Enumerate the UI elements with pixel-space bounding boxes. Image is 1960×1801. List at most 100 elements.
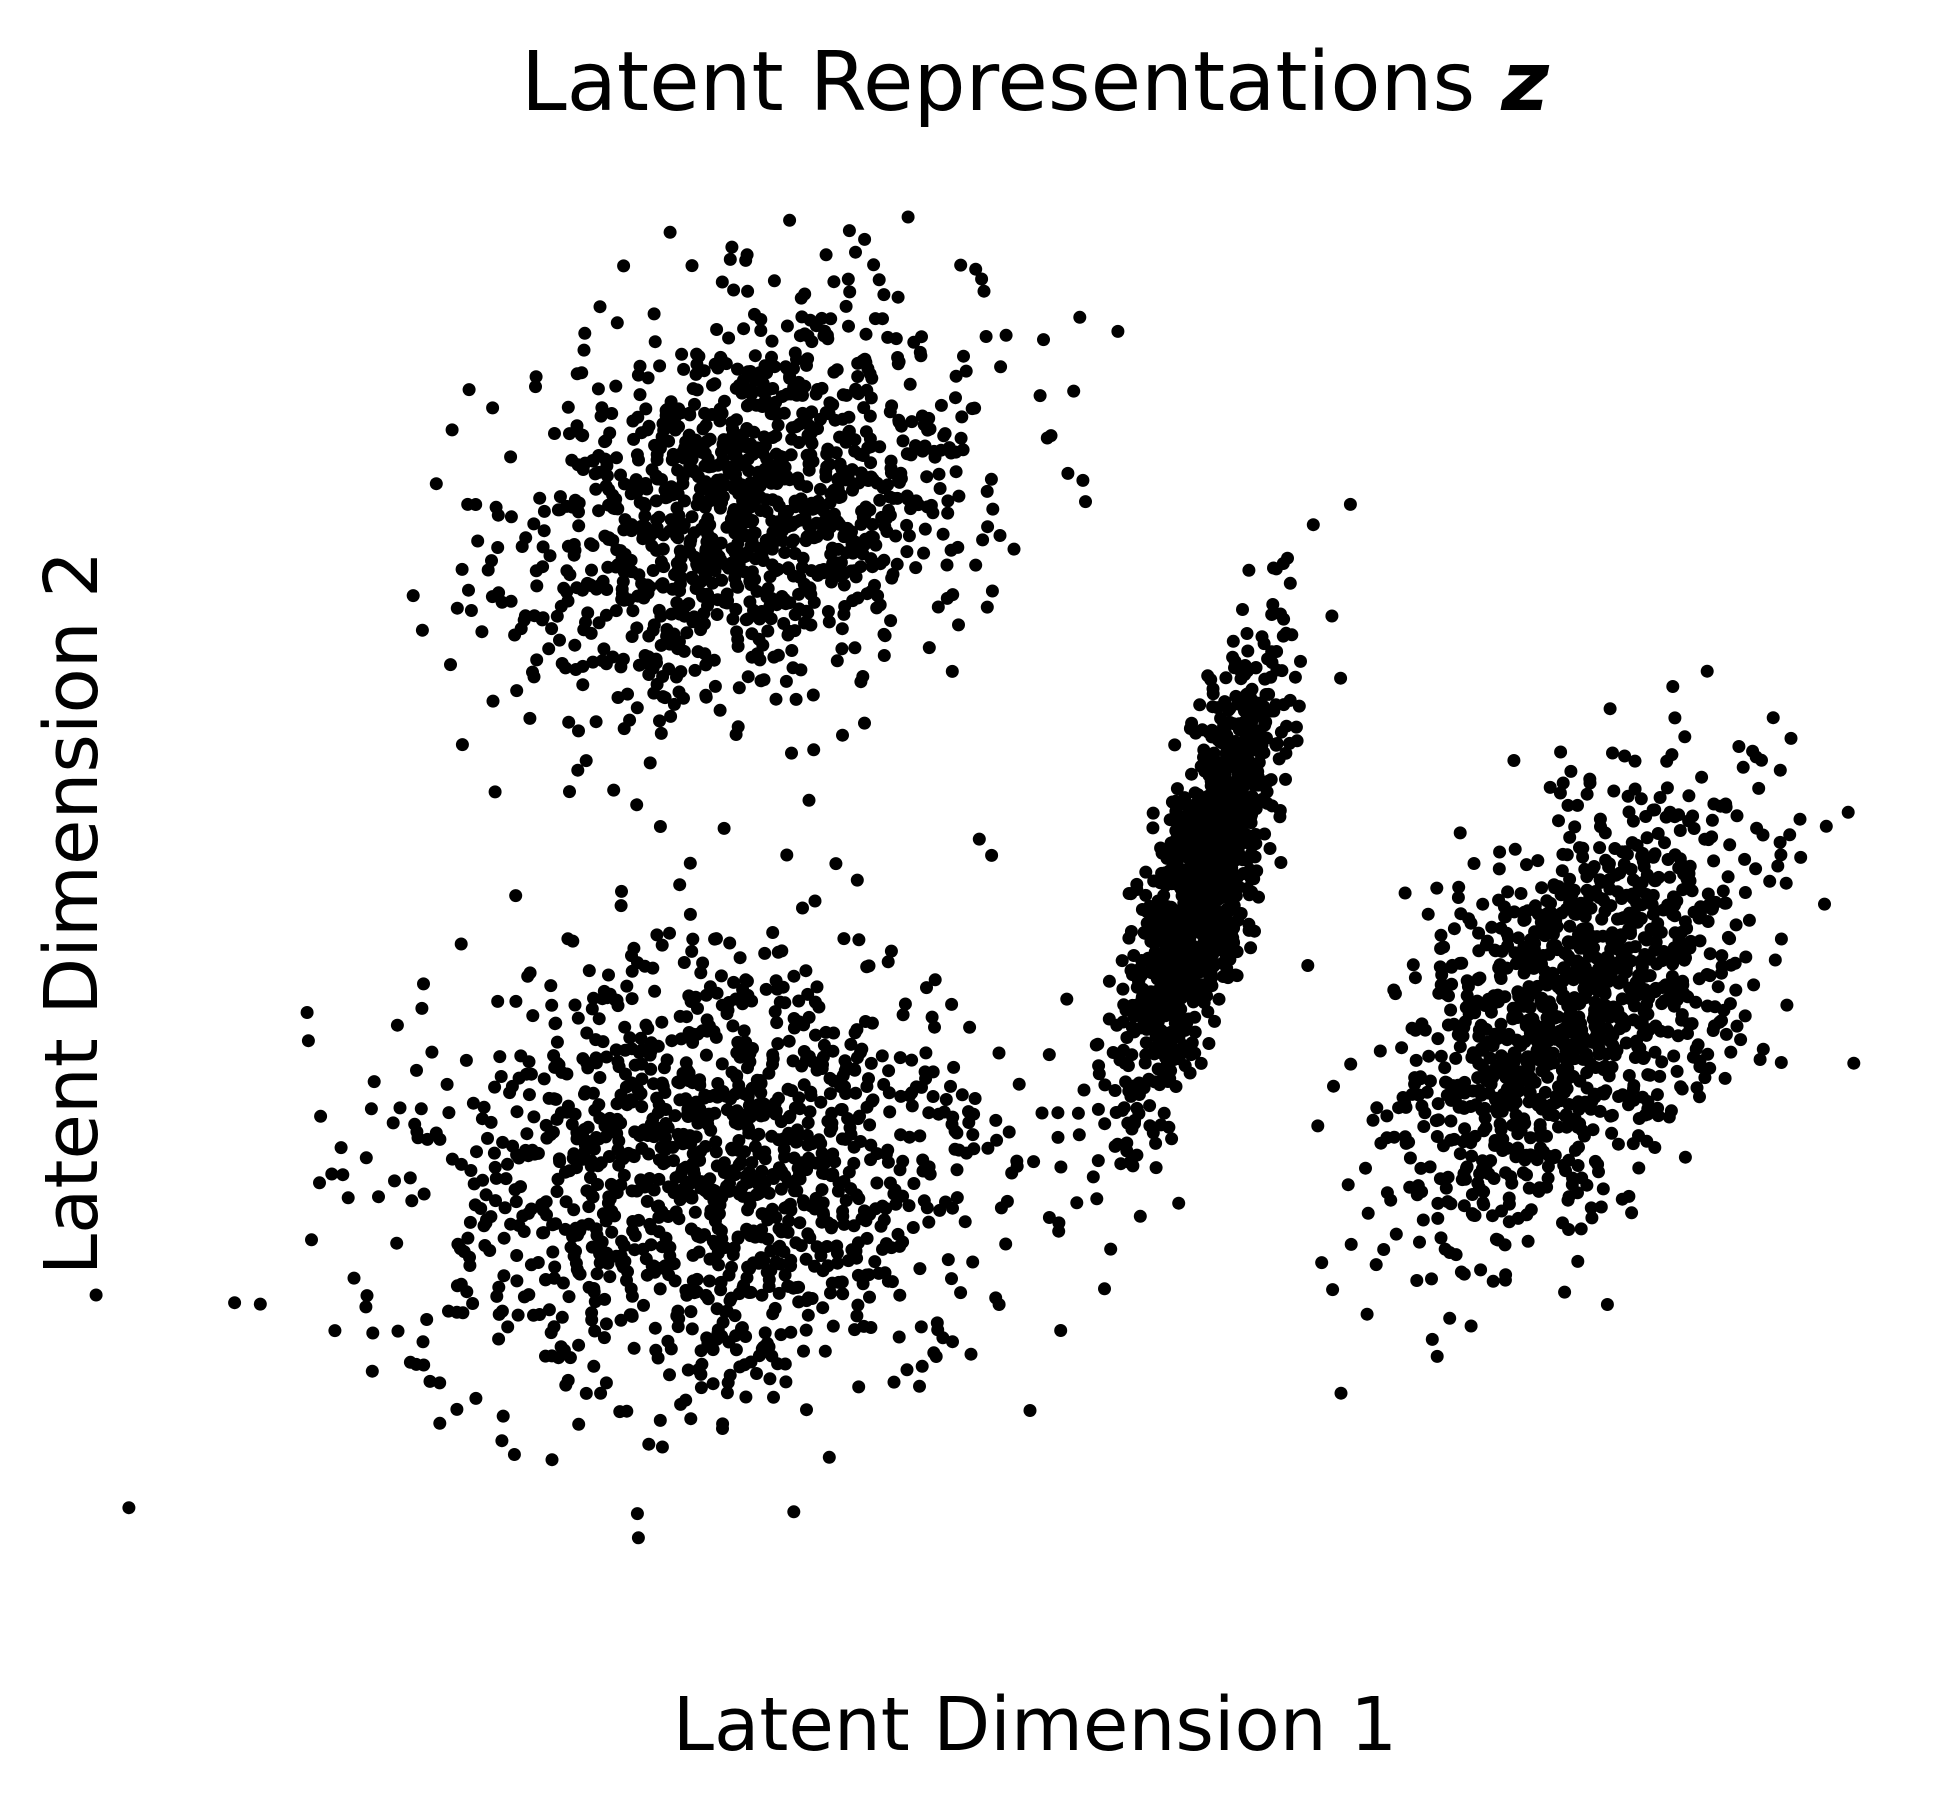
scatter-point-bottom-left: [608, 1116, 622, 1130]
scatter-point-top-left: [811, 422, 824, 436]
scatter-point-right: [1624, 927, 1637, 941]
scatter-point-right: [1580, 787, 1594, 801]
scatter-point-center-elongated: [1201, 948, 1215, 962]
scatter-point-bottom-left: [687, 1106, 701, 1120]
scatter-point-top-left: [770, 595, 784, 608]
scatter-point-center-elongated: [1281, 551, 1294, 565]
scatter-point-top-left: [686, 572, 700, 586]
scatter-point-top-left: [918, 522, 932, 536]
scatter-point-bottom-left: [802, 1157, 816, 1170]
scatter-point-top-left: [748, 307, 761, 321]
scatter-point-right: [1341, 1178, 1355, 1192]
scatter-point-bottom-left: [852, 933, 866, 947]
scatter-point-bottom-left: [496, 1135, 510, 1149]
scatter-point-right: [1651, 827, 1665, 840]
scatter-point-right: [1627, 1079, 1641, 1092]
scatter-point-center-elongated: [1143, 899, 1157, 913]
scatter-point-right: [1498, 910, 1512, 924]
scatter-point-bottom-left: [992, 1046, 1006, 1060]
scatter-point-top-left: [770, 495, 784, 509]
scatter-point-bottom-left: [915, 1359, 929, 1373]
scatter-point-right: [1558, 1285, 1572, 1299]
scatter-point-right: [1556, 776, 1570, 790]
scatter-point-right: [1653, 1069, 1667, 1083]
scatter-point-top-left: [1111, 324, 1125, 338]
scatter-point-top-left: [881, 478, 895, 492]
scatter-point-top-left: [854, 466, 868, 480]
scatter-point-right: [1707, 854, 1721, 868]
scatter-point-right: [1841, 805, 1855, 819]
scatter-point-bottom-left: [792, 1280, 806, 1294]
scatter-point-bottom-left: [600, 991, 614, 1005]
scatter-point-top-left: [710, 608, 724, 621]
scatter-point-top-left: [842, 224, 856, 238]
scatter-point-bottom-left: [717, 1166, 731, 1179]
scatter-point-top-left: [741, 284, 755, 298]
scatter-point-right: [1571, 1186, 1584, 1200]
scatter-point-top-left: [817, 563, 831, 576]
scatter-point-bottom-left: [450, 1305, 464, 1319]
scatter-point-top-left: [924, 498, 938, 512]
scatter-point-top-left: [969, 262, 983, 276]
scatter-point-right: [1693, 1060, 1707, 1074]
scatter-point-top-left: [663, 637, 677, 651]
scatter-point-top-left: [860, 383, 874, 397]
scatter-point-top-left: [842, 410, 856, 424]
scatter-point-right: [1756, 1042, 1770, 1056]
scatter-point-top-left: [475, 625, 489, 639]
scatter-point-right: [1494, 1017, 1508, 1031]
scatter-point-bottom-left: [766, 1307, 780, 1321]
scatter-point-top-left: [868, 312, 882, 326]
scatter-point-bottom-left: [479, 1188, 493, 1202]
scatter-point-bottom-left: [602, 1150, 616, 1163]
scatter-point-center-elongated: [1263, 842, 1277, 855]
scatter-point-bottom-left: [784, 1253, 798, 1267]
scatter-point-right: [1403, 1180, 1417, 1194]
scatter-point-top-left: [654, 726, 668, 740]
scatter-point-top-left: [562, 715, 576, 729]
scatter-point-bottom-left: [663, 926, 676, 940]
scatter-point-top-left: [900, 518, 914, 532]
scatter-point-bottom-left: [837, 932, 851, 946]
scatter-point-bottom-left: [726, 1143, 739, 1157]
scatter-point-center-elongated: [1151, 1062, 1165, 1076]
scatter-point-bottom-left: [470, 1145, 483, 1159]
scatter-point-center-elongated: [1220, 782, 1234, 796]
scatter-point-center-elongated: [1115, 954, 1129, 968]
scatter-point-bottom-left: [644, 1117, 658, 1131]
scatter-point-top-left: [745, 534, 759, 548]
scatter-point-bottom-left: [527, 1110, 541, 1124]
scatter-point-right: [1640, 831, 1654, 845]
scatter-point-top-left: [917, 546, 931, 560]
scatter-point-right: [1462, 912, 1476, 926]
scatter-point-bottom-left: [684, 1305, 698, 1319]
scatter-point-bottom-left: [476, 1173, 490, 1187]
scatter-point-right: [1608, 842, 1622, 855]
scatter-point-top-left: [717, 821, 731, 835]
scatter-point-top-left: [727, 283, 741, 297]
scatter-point-bottom-left: [717, 1156, 731, 1170]
scatter-point-right: [1738, 1009, 1752, 1023]
scatter-point-bottom-left: [602, 968, 615, 982]
scatter-point-top-left: [680, 626, 694, 640]
scatter-point-right: [1564, 764, 1578, 778]
scatter-point-bottom-left: [594, 1238, 608, 1251]
scatter-point-top-left: [713, 703, 727, 717]
scatter-point-top-left: [777, 507, 791, 521]
scatter-point-right: [1449, 1051, 1463, 1065]
scatter-point-top-left: [785, 432, 799, 446]
scatter-point-bottom-left: [679, 1393, 693, 1407]
scatter-point-top-left: [415, 623, 429, 637]
scatter-point-bottom-left: [1090, 1192, 1104, 1206]
scatter-point-bottom-left: [618, 1020, 632, 1034]
scatter-point-bottom-left: [501, 1157, 514, 1171]
scatter-point-right: [1571, 1254, 1585, 1268]
scatter-point-center-elongated: [1194, 1056, 1208, 1070]
scatter-point-right: [1632, 1129, 1645, 1143]
scatter-point-right: [1698, 832, 1712, 846]
scatter-point-right: [1773, 763, 1787, 777]
scatter-point-bottom-left: [122, 1501, 136, 1515]
scatter-point-right: [1466, 1046, 1480, 1060]
scatter-point-top-left: [642, 419, 656, 433]
scatter-point-right: [1619, 845, 1632, 859]
